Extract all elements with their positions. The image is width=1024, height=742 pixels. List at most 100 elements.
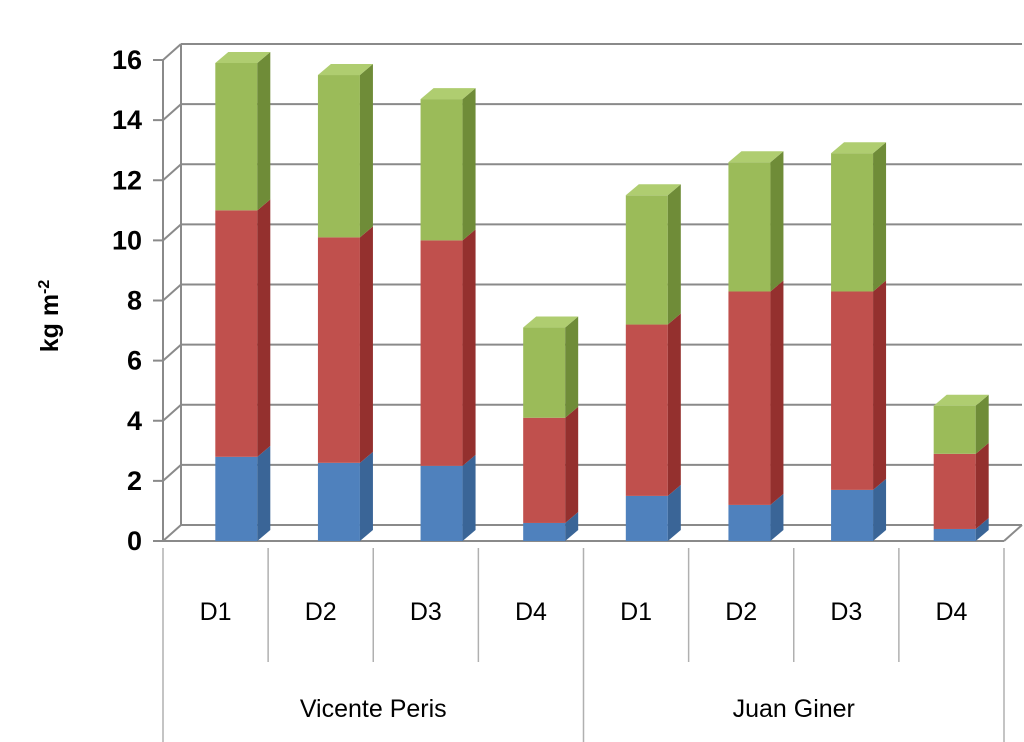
bar-front [420, 465, 463, 541]
x-category-label: D4 [515, 598, 547, 626]
bar-segment [523, 406, 579, 523]
x-category-label: D3 [830, 598, 862, 626]
bar-side [770, 151, 784, 292]
bar-segment [420, 88, 476, 241]
bar-side [975, 394, 989, 454]
bar-front [625, 195, 668, 325]
bar-front [831, 153, 874, 292]
bar-front [728, 291, 771, 505]
bar-front [317, 462, 360, 541]
gridline-side [162, 103, 182, 121]
bar-side [462, 88, 476, 241]
y-tick-label: 12 [112, 165, 142, 195]
bar-side [770, 280, 784, 505]
bar-segment [831, 280, 887, 490]
y-tick-label: 10 [112, 225, 142, 255]
bar-segment [420, 229, 476, 466]
y-tick-label: 0 [127, 526, 142, 556]
bar-segment [317, 226, 373, 463]
bar-side [565, 511, 579, 541]
gridline-side [162, 524, 182, 542]
bar-front [420, 99, 463, 241]
bar-side [257, 199, 271, 457]
bar-side [359, 451, 373, 541]
bar-segment [625, 484, 681, 541]
bar-front [215, 63, 258, 211]
bar-front [523, 327, 566, 418]
bar-front [933, 528, 976, 541]
x-category-label: D3 [410, 598, 442, 626]
bar-side [873, 142, 887, 292]
bar-segment [728, 493, 784, 541]
bar-segment [625, 313, 681, 496]
x-category-label: D2 [725, 598, 757, 626]
bar-front [831, 291, 874, 490]
bars [215, 52, 989, 541]
bar-segment [523, 316, 579, 418]
bar-front [215, 210, 258, 457]
bar-top [420, 88, 476, 100]
bar-top [317, 64, 373, 76]
gridlines [153, 43, 1023, 542]
bar-side [462, 229, 476, 466]
bar-segment [728, 151, 784, 292]
gridline-side [162, 404, 182, 422]
bar-front [933, 453, 976, 529]
bar-front [523, 417, 566, 523]
bar-top [523, 316, 579, 328]
y-axis-label-text: kg m [36, 294, 64, 352]
bar-side [565, 406, 579, 523]
bar-front [317, 75, 360, 238]
gridline-side [162, 343, 182, 362]
y-tick-label: 2 [127, 466, 142, 496]
y-tick-label: 6 [127, 346, 142, 376]
x-group-label: Vicente Peris [300, 695, 447, 723]
bar-side [667, 313, 681, 496]
bar-front [317, 237, 360, 463]
bar-front [420, 240, 463, 466]
bar-top [215, 52, 271, 64]
bar-front [728, 504, 771, 541]
bar-front [625, 324, 668, 496]
bar-side [667, 484, 681, 541]
y-axis-label: kg m-2 [36, 280, 64, 353]
bar-front [933, 405, 976, 454]
x-category-label: D2 [305, 598, 337, 626]
bar-side [257, 52, 271, 211]
bar-front [728, 162, 771, 292]
gridline-side [162, 43, 182, 61]
gridline-side [162, 283, 182, 302]
x-category-label: D1 [200, 598, 232, 626]
gridline-side [162, 464, 182, 482]
x-axis-category-table: D1 D2 D3 D4 Vicente Peris D1 D2 D3 D4 Juan Giner [162, 548, 1005, 742]
bar-front [215, 456, 258, 541]
bar-segment [728, 280, 784, 505]
bar-segment [317, 451, 373, 541]
bar-segment [933, 517, 989, 541]
bar-front [625, 495, 668, 541]
bar-top [728, 151, 784, 163]
gridline-side [162, 223, 182, 242]
bar-side [975, 517, 989, 541]
bar-top [933, 394, 989, 406]
floor-right-edge [1003, 524, 1023, 542]
y-tick-label: 4 [127, 406, 142, 436]
y-tick-label: 8 [127, 286, 142, 316]
bar-segment [625, 184, 681, 325]
bar-side [565, 316, 579, 418]
bar-segment [317, 64, 373, 238]
bar-side [257, 445, 271, 541]
y-tick-label: 14 [112, 105, 142, 135]
bar-segment [215, 199, 271, 457]
y-axis-tick-labels: 0 2 4 6 8 10 12 14 16 [112, 45, 142, 556]
bar-segment [215, 52, 271, 211]
bar-segment [215, 445, 271, 541]
bar-side [359, 64, 373, 238]
y-axis-label-superscript: -2 [36, 280, 53, 294]
bar-top [831, 142, 887, 154]
bar-side [667, 184, 681, 325]
bar-top [625, 184, 681, 196]
x-category-label: D4 [935, 598, 967, 626]
bar-side [975, 442, 989, 529]
